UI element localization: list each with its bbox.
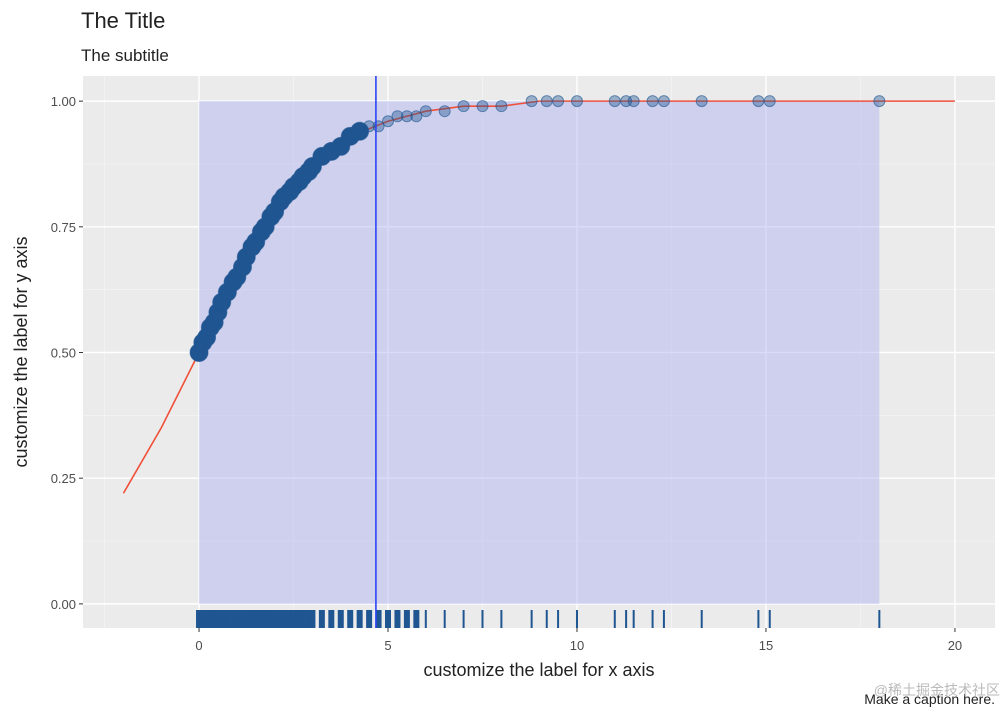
x-tick-label: 15 <box>759 638 773 653</box>
ecdf-point <box>552 95 565 108</box>
caption: Make a caption here. <box>864 691 995 707</box>
ecdf-point <box>657 95 670 108</box>
ecdf-point <box>873 95 886 108</box>
ecdf-point <box>540 95 553 108</box>
x-tick-label: 20 <box>948 638 962 653</box>
ecdf-point <box>476 100 489 113</box>
x-tick-label: 0 <box>195 638 202 653</box>
ecdf-point <box>627 95 640 108</box>
ecdf-point <box>646 95 659 108</box>
chart-title: The Title <box>81 8 165 33</box>
watermark: @稀土掘金技术社区 <box>874 682 1000 698</box>
y-axis-label: customize the label for y axis <box>11 236 31 467</box>
ecdf-point <box>495 100 508 113</box>
y-tick-label: 0.50 <box>51 346 76 361</box>
ecdf-point <box>419 105 432 118</box>
ecdf-point <box>752 95 765 108</box>
ecdf-point <box>763 95 776 108</box>
ecdf-point <box>438 105 451 118</box>
y-tick-label: 0.75 <box>51 220 76 235</box>
x-tick-label: 5 <box>384 638 391 653</box>
ecdf-point <box>457 100 470 113</box>
y-tick-label: 0.25 <box>51 471 76 486</box>
y-tick-label: 1.00 <box>51 94 76 109</box>
ecdf-point <box>382 115 395 128</box>
ecdf-point <box>410 110 423 123</box>
shaded-region <box>199 101 880 604</box>
ecdf-point <box>608 95 621 108</box>
ecdf-point <box>400 110 413 123</box>
x-axis-label: customize the label for x axis <box>423 660 654 680</box>
ecdf-point <box>695 95 708 108</box>
ecdf-point <box>570 95 583 108</box>
y-tick-label: 0.00 <box>51 597 76 612</box>
ecdf-point <box>391 110 404 123</box>
ecdf-point <box>525 95 538 108</box>
chart-subtitle: The subtitle <box>81 46 169 65</box>
ecdf-point <box>363 120 376 133</box>
x-tick-label: 10 <box>570 638 584 653</box>
